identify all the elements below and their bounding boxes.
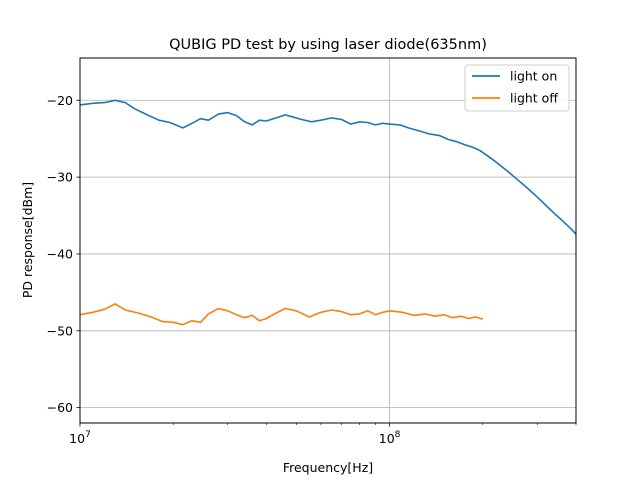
x-tick-label: 107 [69, 430, 91, 446]
x-tick-label: 108 [379, 430, 401, 446]
y-axis-label: PD response[dBm] [20, 182, 35, 298]
y-tick-label: −60 [47, 400, 73, 415]
legend-label: light on [510, 69, 557, 84]
series-layer [79, 99, 577, 326]
series-line-1 [79, 99, 577, 235]
legend-label: light off [510, 91, 558, 106]
plot-area-frame [79, 57, 577, 424]
y-tick-label: −50 [47, 323, 73, 338]
chart-title: QUBIG PD test by using laser diode(635nm… [169, 37, 487, 53]
x-axis-label: Frequency[Hz] [283, 460, 373, 475]
y-tick-label: −30 [47, 170, 73, 185]
tick-layer: −20 −30 −40 −50 −60 107 108 [47, 93, 577, 446]
y-tick-label: −40 [47, 246, 73, 261]
series-line-2 [79, 303, 484, 326]
legend: light on light off [464, 64, 570, 112]
y-tick-label: −20 [47, 93, 73, 108]
legend-entries: light on light off [472, 69, 558, 106]
